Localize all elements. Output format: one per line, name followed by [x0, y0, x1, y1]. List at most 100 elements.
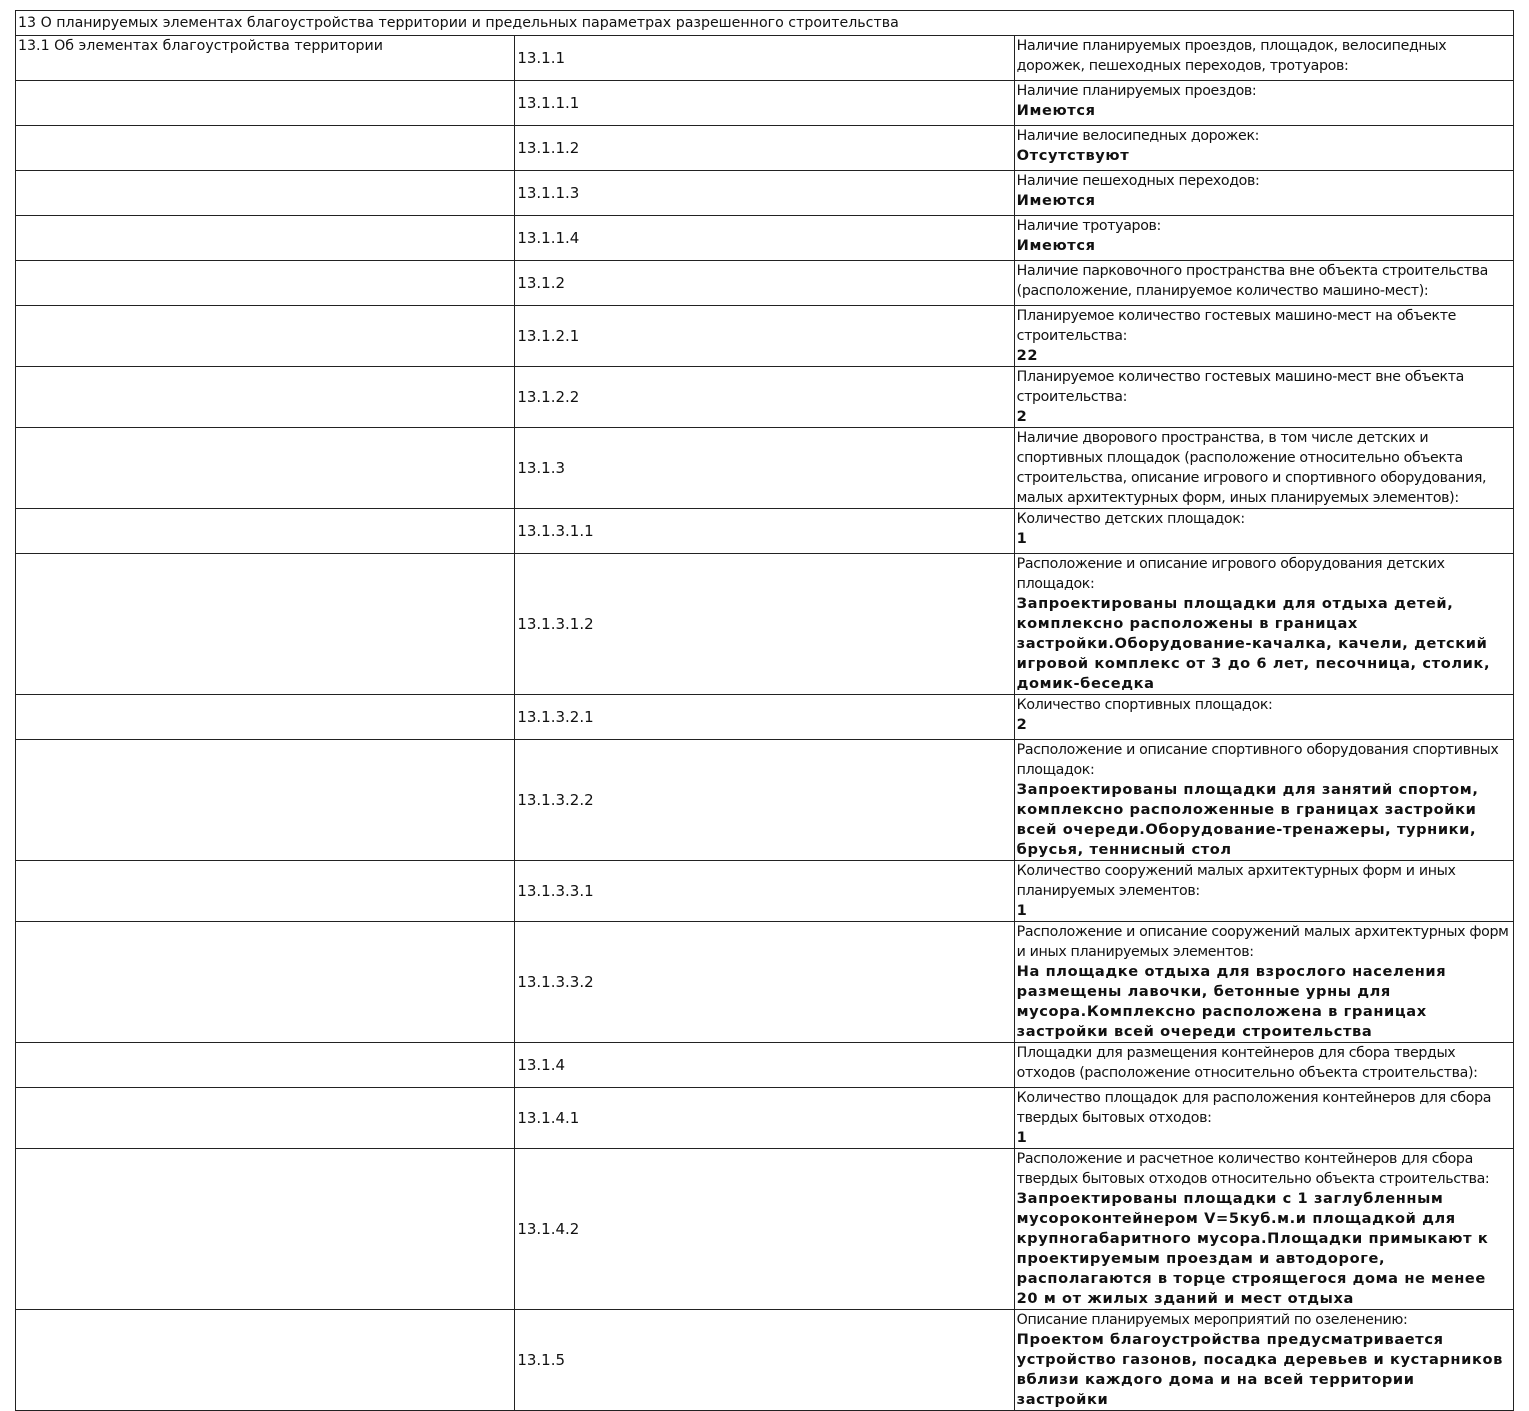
item-label: Количество площадок для расположения кон…	[1016, 1090, 1492, 1126]
item-cell: Наличие планируемых проездов, площадок, …	[1013, 35, 1515, 81]
table-row: 13.1.4.2 Расположение и расчетное количе…	[14, 1148, 1515, 1310]
table-row: 13.1.1.3 Наличие пешеходных переходов: Им…	[14, 170, 1515, 216]
item-code: 13.1.4.2	[514, 1148, 1015, 1310]
item-value: Имеются	[1016, 237, 1096, 254]
item-cell: Наличие дворового пространства, в том чи…	[1013, 427, 1515, 509]
group-cell	[14, 921, 516, 1043]
group-cell	[14, 1087, 516, 1149]
table-row: 13.1.2.1 Планируемое количество гостевых…	[14, 305, 1515, 367]
table-row: 13.1.4.1 Количество площадок для располо…	[14, 1087, 1515, 1149]
group-cell	[14, 366, 516, 428]
group-cell	[14, 1042, 516, 1088]
group-cell	[14, 305, 516, 367]
item-code: 13.1.1.3	[514, 170, 1015, 216]
item-value: Запроектированы площадки для занятий спо…	[1016, 781, 1479, 858]
item-value: Имеются	[1016, 102, 1096, 119]
item-value: На площадке отдыха для взрослого населен…	[1016, 963, 1447, 1040]
item-label: Описание планируемых мероприятий по озел…	[1016, 1312, 1408, 1328]
item-cell: Планируемое количество гостевых машино-м…	[1013, 366, 1515, 428]
table-row: 13.1.1.1 Наличие планируемых проездов: Им…	[14, 80, 1515, 126]
item-cell: Наличие велосипедных дорожек: Отсутствуют	[1013, 125, 1515, 171]
item-cell: Расположение и расчетное количество конт…	[1013, 1148, 1515, 1310]
item-cell: Планируемое количество гостевых машино-м…	[1013, 305, 1515, 367]
table-row: 13.1.3.2.2 Расположение и описание спорт…	[14, 739, 1515, 861]
group-cell	[14, 170, 516, 216]
item-code: 13.1.3.3.2	[514, 921, 1015, 1043]
group-cell	[14, 260, 516, 306]
item-value: 2	[1016, 716, 1028, 733]
item-label: Наличие велосипедных дорожек:	[1016, 128, 1260, 144]
item-label: Наличие пешеходных переходов:	[1016, 173, 1260, 189]
item-code: 13.1.1.1	[514, 80, 1015, 126]
table-row: 13.1.3.1.2 Расположение и описание игров…	[14, 553, 1515, 695]
group-cell	[14, 508, 516, 554]
item-code: 13.1.3.3.1	[514, 860, 1015, 922]
section-title: 13 О планируемых элементах благоустройст…	[15, 10, 1514, 36]
item-code: 13.1.2.2	[514, 366, 1015, 428]
item-label: Количество сооружений малых архитектурны…	[1016, 863, 1456, 899]
item-cell: Описание планируемых мероприятий по озел…	[1013, 1309, 1515, 1411]
item-value: 1	[1016, 530, 1028, 547]
table-row: 13.1.5 Описание планируемых мероприятий …	[14, 1309, 1515, 1411]
item-code: 13.1.2.1	[514, 305, 1015, 367]
improvement-elements-table: 13 О планируемых элементах благоустройст…	[14, 10, 1515, 1411]
item-cell: Количество сооружений малых архитектурны…	[1013, 860, 1515, 922]
table-row: 13.1.3.2.1 Количество спортивных площадо…	[14, 694, 1515, 740]
item-label: Расположение и описание спортивного обор…	[1016, 742, 1499, 778]
item-label: Планируемое количество гостевых машино-м…	[1016, 369, 1465, 405]
table-row: 13.1 Об элементах благоустройства террит…	[14, 35, 1515, 81]
item-label: Расположение и описание сооружений малых…	[1016, 924, 1509, 960]
item-label: Количество спортивных площадок:	[1016, 697, 1273, 713]
item-code: 13.1.3	[514, 427, 1015, 509]
item-cell: Расположение и описание спортивного обор…	[1013, 739, 1515, 861]
item-code: 13.1.1.2	[514, 125, 1015, 171]
item-value: 1	[1016, 902, 1028, 919]
item-code: 13.1.3.2.1	[514, 694, 1015, 740]
item-value: Запроектированы площадки для отдыха дете…	[1016, 595, 1491, 692]
item-value: 2	[1016, 408, 1028, 425]
item-value: Проектом благоустройства предусматривает…	[1016, 1331, 1503, 1408]
item-cell: Наличие тротуаров: Имеются	[1013, 215, 1515, 261]
group-cell: 13.1 Об элементах благоустройства террит…	[14, 35, 516, 81]
group-cell	[14, 215, 516, 261]
item-code: 13.1.3.1.2	[514, 553, 1015, 695]
item-value: Имеются	[1016, 192, 1096, 209]
item-cell: Наличие пешеходных переходов: Имеются	[1013, 170, 1515, 216]
group-cell	[14, 427, 516, 509]
group-cell	[14, 739, 516, 861]
item-label: Планируемое количество гостевых машино-м…	[1016, 308, 1457, 344]
item-value: 22	[1016, 347, 1039, 364]
table-row: 13.1.3.3.2 Расположение и описание соору…	[14, 921, 1515, 1043]
item-cell: Расположение и описание игрового оборудо…	[1013, 553, 1515, 695]
item-code: 13.1.3.1.1	[514, 508, 1015, 554]
item-cell: Наличие планируемых проездов: Имеются	[1013, 80, 1515, 126]
table-row: 13.1.3.1.1 Количество детских площадок: 1	[14, 508, 1515, 554]
item-cell: Количество площадок для расположения кон…	[1013, 1087, 1515, 1149]
group-cell	[14, 694, 516, 740]
item-label: Количество детских площадок:	[1016, 511, 1246, 527]
item-code: 13.1.1.4	[514, 215, 1015, 261]
group-cell	[14, 1148, 516, 1310]
item-code: 13.1.4.1	[514, 1087, 1015, 1149]
table-row: 13.1.3 Наличие дворового пространства, в…	[14, 427, 1515, 509]
item-value: 1	[1016, 1129, 1028, 1146]
item-label: Наличие планируемых проездов:	[1016, 83, 1257, 99]
item-cell: Площадки для размещения контейнеров для …	[1013, 1042, 1515, 1088]
item-cell: Количество детских площадок: 1	[1013, 508, 1515, 554]
item-code: 13.1.5	[514, 1309, 1015, 1411]
item-code: 13.1.3.2.2	[514, 739, 1015, 861]
item-cell: Количество спортивных площадок: 2	[1013, 694, 1515, 740]
group-cell	[14, 860, 516, 922]
table-row: 13.1.1.2 Наличие велосипедных дорожек: От…	[14, 125, 1515, 171]
group-cell	[14, 1309, 516, 1411]
group-cell	[14, 125, 516, 171]
item-cell: Наличие парковочного пространства вне об…	[1013, 260, 1515, 306]
group-cell	[14, 80, 516, 126]
group-cell	[14, 553, 516, 695]
item-label: Наличие планируемых проездов, площадок, …	[1016, 38, 1447, 74]
item-label: Наличие тротуаров:	[1016, 218, 1162, 234]
table-row: 13.1.2.2 Планируемое количество гостевых…	[14, 366, 1515, 428]
table-row: 13.1.4 Площадки для размещения контейнер…	[14, 1042, 1515, 1088]
table-row: 13.1.3.3.1 Количество сооружений малых а…	[14, 860, 1515, 922]
item-label: Наличие парковочного пространства вне об…	[1016, 263, 1489, 299]
